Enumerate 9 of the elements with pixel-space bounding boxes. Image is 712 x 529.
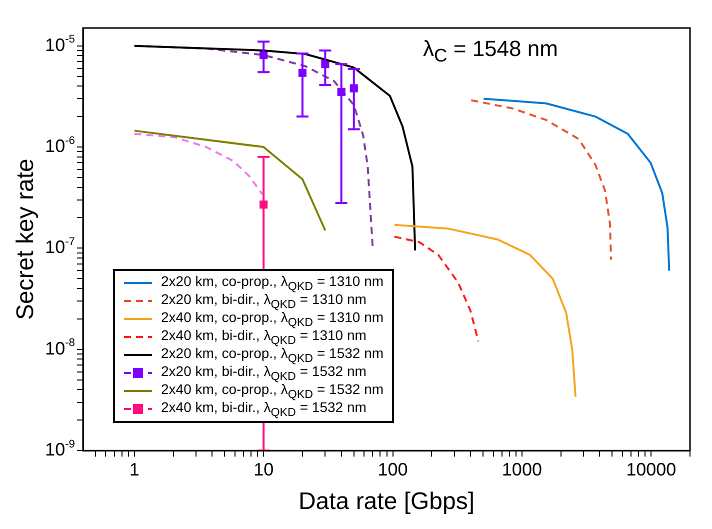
x-tick-label: 1 <box>129 459 140 480</box>
x-axis-title: Data rate [Gbps] <box>298 488 475 516</box>
x-tick-label: 10 <box>254 459 274 480</box>
x-tick-label: 100 <box>378 459 408 480</box>
legend-label: 2x20 km, co-prop., λ$_{QKD}$ = 1310 nm <box>161 272 384 293</box>
x-tick-label: 10000 <box>626 459 676 480</box>
x-tick-label: 1000 <box>502 459 542 480</box>
y-axis-title: Secret key rate <box>12 158 40 320</box>
annotation: λ$_{C}$ = 1548 nm <box>423 36 558 66</box>
